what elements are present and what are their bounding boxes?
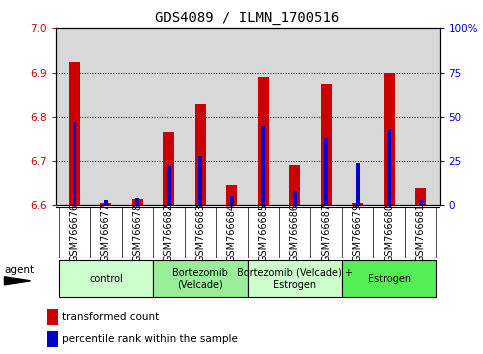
Text: GSM766681: GSM766681: [416, 203, 426, 262]
Bar: [230, 196, 234, 205]
Bar: [321, 84, 332, 205]
Text: GSM766687: GSM766687: [321, 203, 331, 262]
Text: GSM766679: GSM766679: [353, 203, 363, 262]
Text: GSM766677: GSM766677: [101, 203, 111, 262]
Bar: [258, 77, 269, 205]
Bar: [415, 188, 426, 205]
Bar: [289, 165, 300, 205]
Bar: [195, 104, 206, 205]
Bar: [325, 138, 328, 205]
Bar: [136, 198, 139, 205]
Text: agent: agent: [4, 265, 35, 275]
Bar: [387, 129, 391, 205]
Polygon shape: [4, 277, 30, 285]
Text: GSM766678: GSM766678: [132, 203, 142, 262]
Bar: [342, 261, 436, 297]
Text: Bortezomib (Velcade) +
Estrogen: Bortezomib (Velcade) + Estrogen: [237, 268, 353, 290]
Text: GSM766683: GSM766683: [195, 203, 205, 262]
Bar: [69, 62, 80, 205]
Bar: [72, 122, 76, 205]
Text: GSM766686: GSM766686: [290, 203, 300, 262]
Bar: [248, 261, 342, 297]
Bar: [153, 261, 248, 297]
Text: percentile rank within the sample: percentile rank within the sample: [62, 334, 238, 344]
Text: transformed count: transformed count: [62, 312, 159, 322]
Bar: [167, 166, 171, 205]
Bar: [261, 126, 265, 205]
Bar: [352, 203, 363, 205]
Text: GSM766684: GSM766684: [227, 203, 237, 262]
Bar: [132, 199, 143, 205]
Bar: [47, 331, 58, 347]
Bar: [163, 132, 174, 205]
Bar: [227, 185, 237, 205]
Bar: [419, 200, 423, 205]
Title: GDS4089 / ILMN_1700516: GDS4089 / ILMN_1700516: [156, 11, 340, 24]
Text: control: control: [89, 274, 123, 284]
Text: GSM766676: GSM766676: [70, 203, 79, 262]
Bar: [100, 203, 112, 205]
Text: GSM766682: GSM766682: [164, 203, 174, 262]
Text: Estrogen: Estrogen: [368, 274, 411, 284]
Text: Bortezomib
(Velcade): Bortezomib (Velcade): [172, 268, 228, 290]
Text: GSM766680: GSM766680: [384, 203, 394, 262]
Bar: [47, 309, 58, 325]
Text: GSM766685: GSM766685: [258, 203, 268, 262]
Bar: [356, 163, 359, 205]
Bar: [59, 261, 153, 297]
Bar: [199, 156, 202, 205]
Bar: [384, 73, 395, 205]
Bar: [293, 191, 297, 205]
Bar: [104, 200, 108, 205]
